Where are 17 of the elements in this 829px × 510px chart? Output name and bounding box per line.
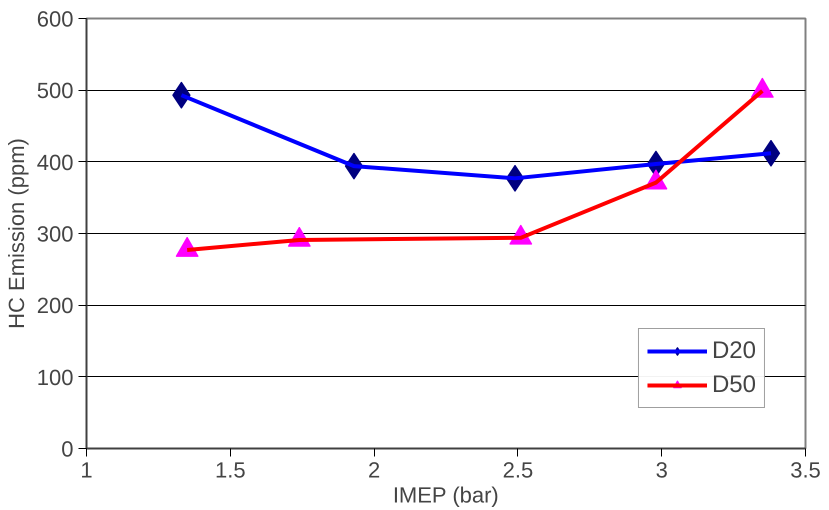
x-tick-label: 2: [368, 458, 380, 482]
y-tick-label: 500: [36, 78, 74, 104]
x-tick-label: 3.5: [790, 458, 821, 482]
y-tick-label: 200: [36, 293, 74, 318]
y-tick-label: 400: [36, 150, 74, 175]
y-tick-label: 600: [36, 6, 74, 32]
y-tick-label: 300: [36, 222, 74, 246]
x-tick-label: 2.5: [502, 458, 534, 482]
x-tick-label: 3: [656, 458, 668, 482]
x-tick-label: 1: [80, 458, 93, 482]
x-tick-label: 1.5: [215, 458, 246, 482]
y-tick-label: 0: [61, 436, 74, 462]
y-tick-label: 100: [36, 364, 74, 390]
x-axis-title: IMEP (bar): [392, 482, 499, 508]
y-axis-title: HC Emission (ppm): [4, 138, 29, 329]
legend-label: D50: [712, 371, 756, 399]
legend-label: D20: [712, 337, 756, 365]
